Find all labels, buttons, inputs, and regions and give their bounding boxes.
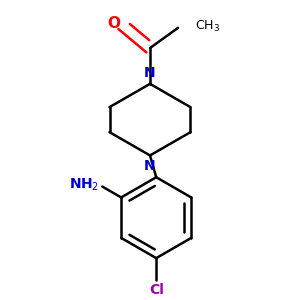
Text: Cl: Cl: [149, 283, 164, 297]
Text: CH$_3$: CH$_3$: [195, 19, 220, 34]
Text: N: N: [144, 159, 156, 173]
Text: N: N: [144, 66, 156, 80]
Text: O: O: [108, 16, 121, 31]
Text: NH$_2$: NH$_2$: [69, 177, 99, 193]
